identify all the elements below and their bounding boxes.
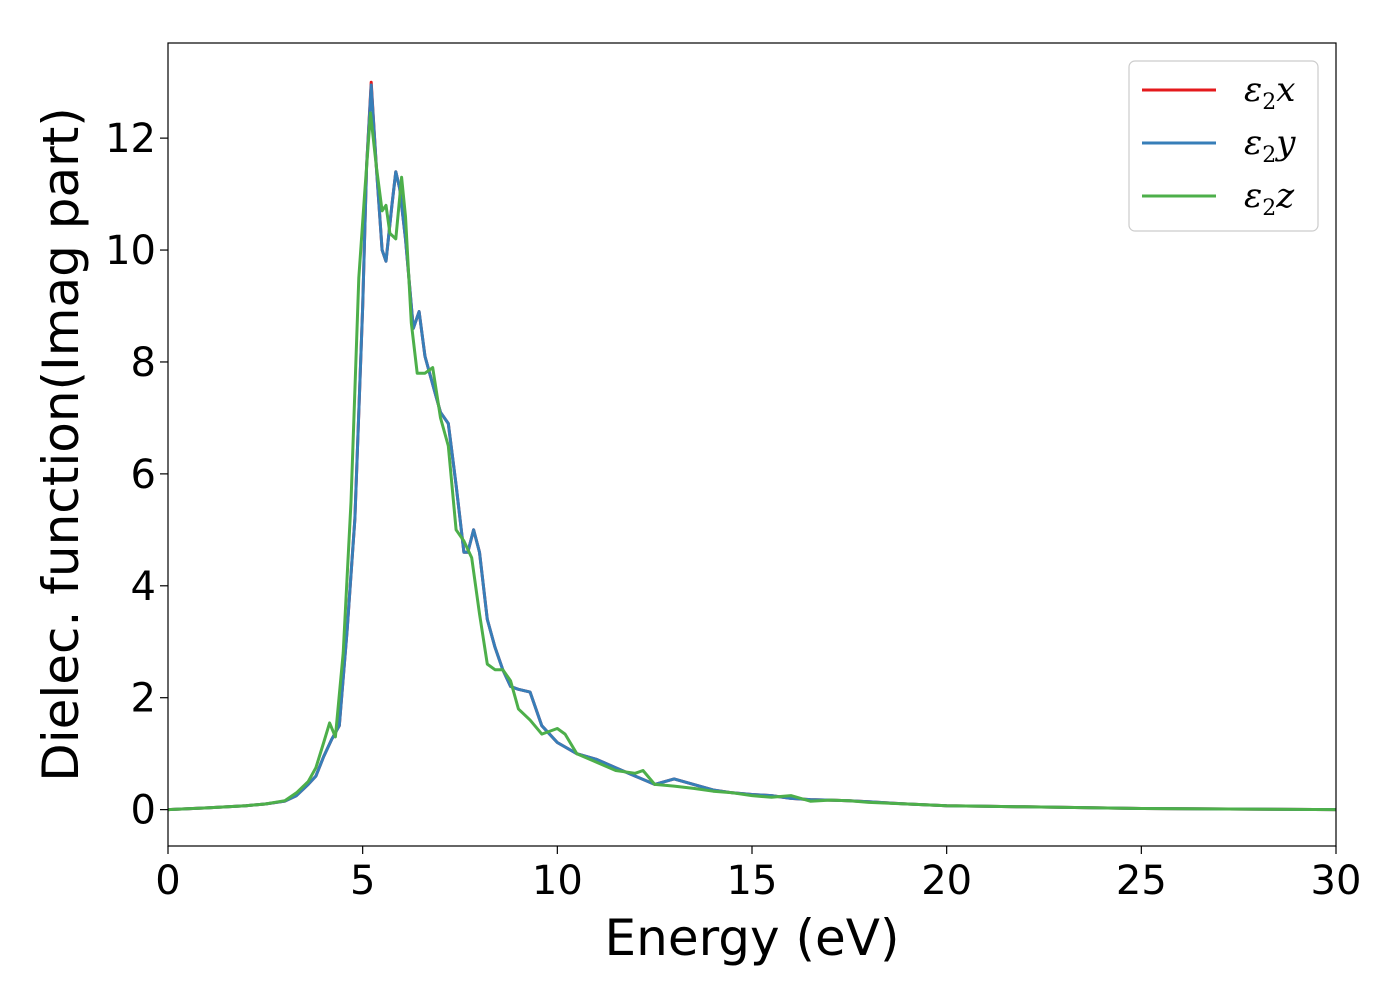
legend-label-z: ε2z [1244,176,1295,221]
y-tick-label: 12 [105,116,156,162]
x-axis-title: Energy (eV) [605,909,900,967]
x-tick-label: 10 [532,858,583,904]
y-tick-label: 6 [131,452,156,498]
y-tick-label: 0 [131,788,156,834]
series-group [167,80,1337,812]
series-line-z [167,111,1337,812]
x-tick-label: 0 [155,858,180,904]
x-tick-label: 20 [921,858,972,904]
x-axis-ticks: 0 5 10 15 20 25 30 [155,846,1361,904]
legend: ε2x ε2y ε2z [1128,60,1319,232]
y-axis-ticks: 0 2 4 6 8 10 12 [105,116,168,834]
x-tick-label: 5 [350,858,375,904]
y-tick-label: 2 [131,676,156,722]
y-tick-label: 10 [105,228,156,274]
legend-box [1128,60,1319,232]
y-tick-label: 4 [131,564,156,610]
y-axis-title: Dielec. function(Imag part) [32,107,90,782]
x-tick-label: 25 [1116,858,1167,904]
legend-label-y: ε2y [1244,123,1296,168]
x-tick-label: 30 [1311,858,1362,904]
legend-label-x: ε2x [1244,70,1295,115]
y-tick-label: 8 [131,340,156,386]
x-tick-label: 15 [727,858,778,904]
